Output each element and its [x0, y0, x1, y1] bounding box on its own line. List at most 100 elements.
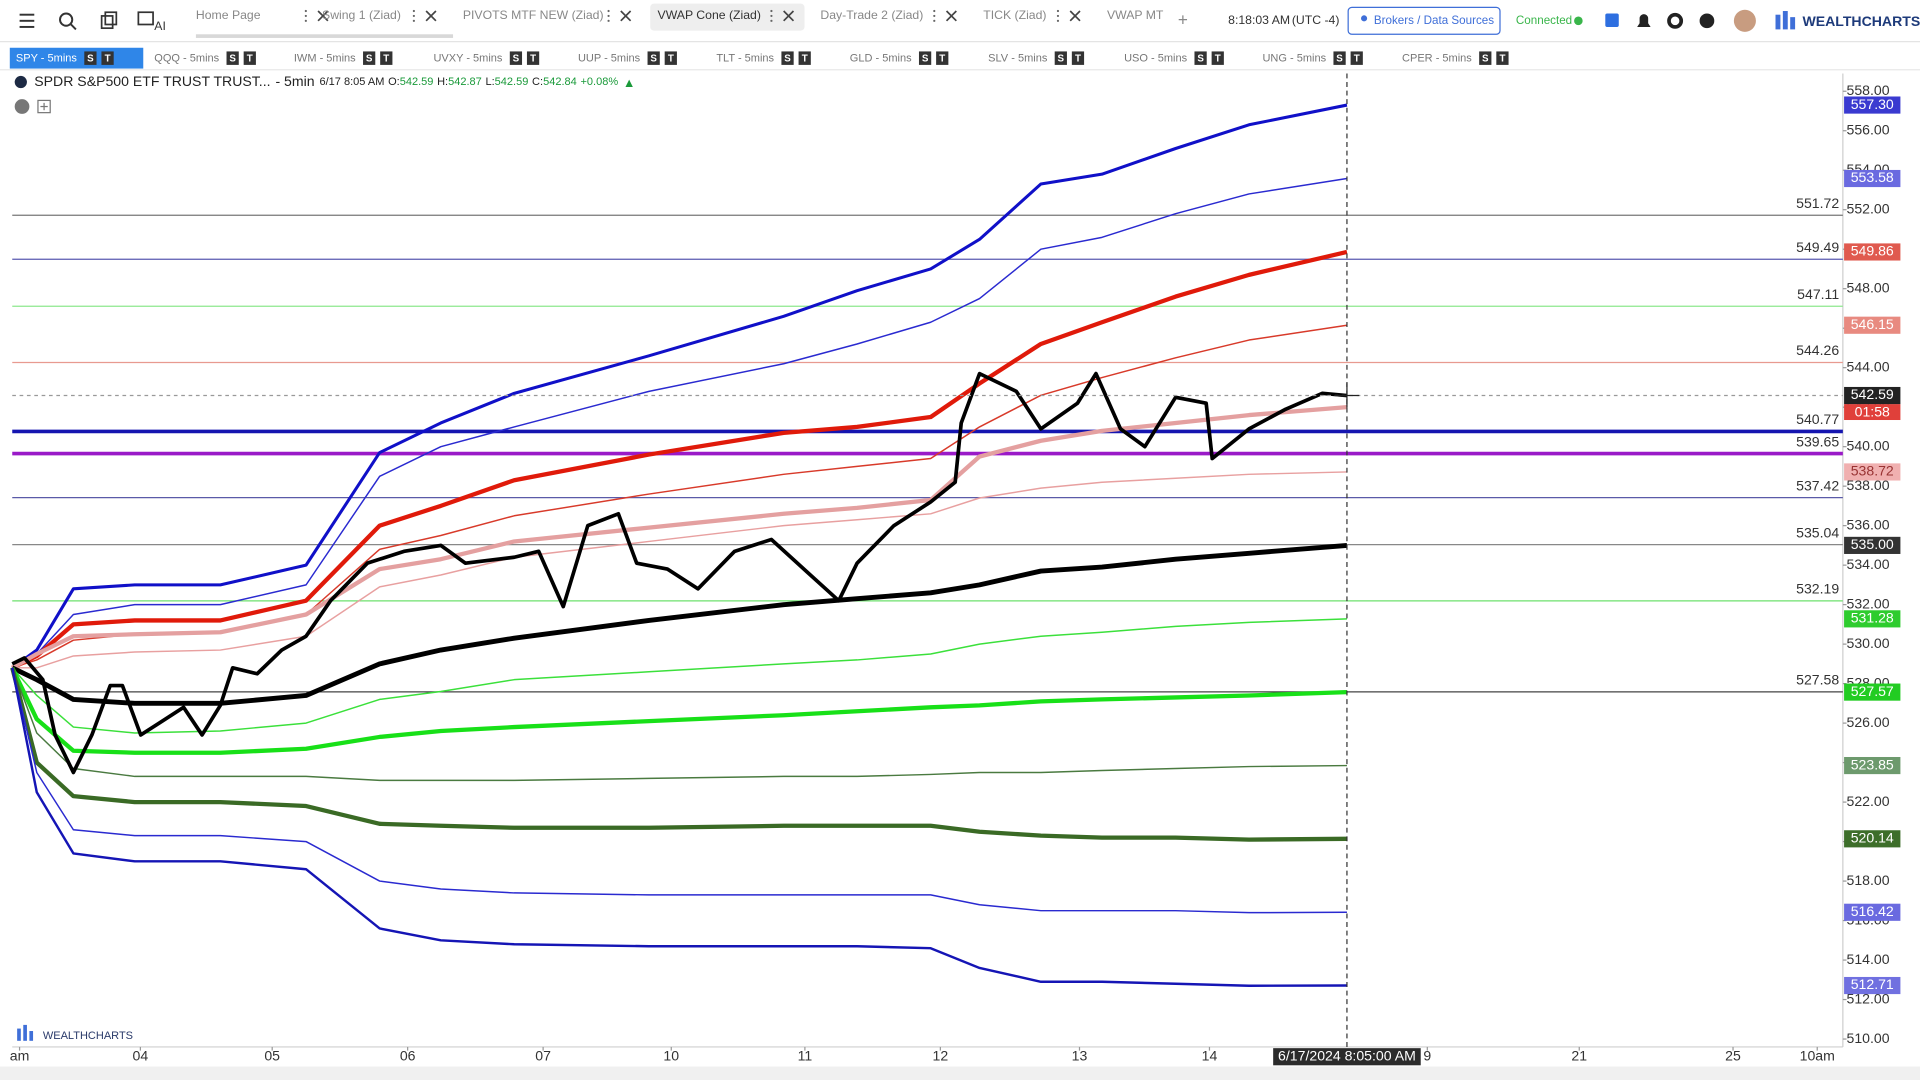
tab-menu-dot[interactable]: [607, 19, 610, 22]
layout-icon[interactable]: [100, 11, 118, 30]
y-tick-label: 558.00: [1847, 82, 1890, 98]
add-indicator-icon[interactable]: [37, 99, 51, 114]
symbol-tab-label[interactable]: SLV - 5mins: [988, 53, 1048, 65]
symbol-badge[interactable]: T: [1215, 53, 1221, 64]
price-badge: [1844, 903, 1901, 921]
tab-label[interactable]: VWAP MT: [1107, 8, 1164, 22]
x-tick-label: 06: [400, 1047, 416, 1063]
tab-close[interactable]: [620, 10, 632, 22]
settings-icon[interactable]: [1667, 12, 1684, 29]
tab-label[interactable]: Home Page: [196, 8, 261, 22]
symbol-badge[interactable]: T: [383, 53, 389, 64]
tab-menu-dot[interactable]: [933, 9, 936, 13]
y-tick-label: 514.00: [1847, 951, 1890, 967]
price-badge-label: 535.00: [1851, 536, 1894, 552]
symbol-badge[interactable]: S: [1197, 53, 1204, 64]
tab-close[interactable]: [425, 10, 437, 22]
symbol-tab-label[interactable]: GLD - 5mins: [850, 53, 912, 65]
symbol-badge[interactable]: T: [530, 53, 536, 64]
symbol-badge-bg: [798, 51, 811, 65]
symbol-tab-label[interactable]: TLT - 5mins: [716, 53, 774, 65]
tab-menu-dot[interactable]: [304, 14, 307, 18]
watermark: WEALTHCHARTS: [43, 1030, 133, 1042]
tab-menu-dot[interactable]: [607, 14, 610, 18]
add-tab-icon[interactable]: +: [1178, 9, 1188, 29]
symbol-badge[interactable]: T: [1354, 53, 1360, 64]
symbol-tab-label[interactable]: CPER - 5mins: [1402, 53, 1472, 65]
tab-menu-dot[interactable]: [304, 19, 307, 22]
symbol-tab-label[interactable]: UVXY - 5mins: [433, 53, 502, 65]
tab-label[interactable]: TICK (Ziad): [983, 8, 1046, 22]
tab-close[interactable]: [1069, 10, 1081, 22]
tab-close[interactable]: [945, 10, 957, 22]
x-tick-label: 12: [933, 1047, 949, 1063]
tab-menu-dot[interactable]: [933, 19, 936, 22]
symbol-badge[interactable]: S: [784, 53, 791, 64]
symbol-tab-label[interactable]: SPY - 5mins: [16, 53, 78, 65]
ai-icon[interactable]: [137, 11, 154, 26]
tab-menu-dot[interactable]: [770, 9, 773, 13]
symbol-badge[interactable]: S: [229, 53, 236, 64]
tab-close[interactable]: [783, 10, 795, 22]
symbol-badge[interactable]: S: [513, 53, 520, 64]
bell-icon[interactable]: [1637, 14, 1651, 27]
symbol-badge[interactable]: T: [1075, 53, 1081, 64]
tab-menu-dot[interactable]: [770, 14, 773, 18]
ai-label[interactable]: AI: [154, 19, 166, 33]
tab-menu-dot[interactable]: [1056, 14, 1060, 18]
tab-menu-dot[interactable]: [607, 9, 610, 13]
symbol-tab-label[interactable]: UNG - 5mins: [1262, 53, 1326, 65]
save-icon[interactable]: [1605, 13, 1619, 27]
x-tick-label: 10: [663, 1047, 679, 1063]
symbol-bar: SPY - 5mins S T QQQ - 5mins S T IWM - 5mins S T U…: [9, 47, 1509, 69]
symbol-badge[interactable]: S: [922, 53, 929, 64]
symbol-badge[interactable]: T: [1499, 53, 1505, 64]
y-tick-label: 556.00: [1847, 121, 1890, 137]
search-icon[interactable]: [59, 12, 77, 31]
x-tick-label: 05: [264, 1047, 280, 1063]
symbol-badge-bg: [1496, 51, 1509, 65]
symbol-badge[interactable]: T: [802, 53, 808, 64]
symbol-badge[interactable]: S: [1058, 53, 1065, 64]
y-tick-label: 536.00: [1847, 516, 1890, 532]
tab-menu-dot[interactable]: [933, 14, 936, 18]
symbol-badge-bg: [1194, 51, 1207, 65]
tab-menu-dot[interactable]: [412, 9, 415, 13]
symbol-badge[interactable]: T: [247, 53, 253, 64]
hide-indicators-icon[interactable]: [14, 99, 30, 114]
scrollbar[interactable]: [0, 1066, 1920, 1080]
avatar[interactable]: [1733, 9, 1756, 32]
symbol-tab-label[interactable]: IWM - 5mins: [294, 53, 356, 65]
brokers-button[interactable]: [1347, 6, 1501, 35]
help-icon[interactable]: [1699, 13, 1715, 29]
tab-menu-dot[interactable]: [304, 9, 307, 13]
symbol-tab-label[interactable]: UUP - 5mins: [578, 53, 641, 65]
price-badge-label: 520.14: [1851, 830, 1894, 846]
symbol-badge[interactable]: T: [939, 53, 945, 64]
symbol-badge[interactable]: T: [105, 53, 111, 64]
tab-close[interactable]: [317, 10, 329, 22]
x-tick-label: 10am: [1800, 1047, 1835, 1063]
tab-menu-dot[interactable]: [412, 14, 415, 18]
tab-label[interactable]: Swing 1 (Ziad): [322, 8, 401, 22]
symbol-tab-label[interactable]: USO - 5mins: [1124, 53, 1188, 65]
symbol-badge-bg: [1054, 51, 1067, 65]
tab-menu-dot[interactable]: [412, 19, 415, 22]
symbol-tab-label[interactable]: QQQ - 5mins: [154, 53, 219, 65]
symbol-badge[interactable]: S: [1336, 53, 1343, 64]
brokers-label[interactable]: Brokers / Data Sources: [1374, 14, 1494, 27]
tab-label[interactable]: VWAP Cone (Ziad): [658, 8, 761, 22]
symbol-badge[interactable]: T: [668, 53, 674, 64]
tab-menu-dot[interactable]: [1056, 19, 1060, 22]
tab-label[interactable]: PIVOTS MTF NEW (Ziad): [463, 8, 604, 22]
symbol-badge[interactable]: S: [87, 53, 94, 64]
tab-label[interactable]: Day-Trade 2 (Ziad): [820, 8, 923, 22]
symbol-badge[interactable]: S: [650, 53, 657, 64]
menu-icon[interactable]: [19, 13, 35, 28]
price-badge-label: 531.28: [1851, 610, 1894, 626]
tab-menu-dot[interactable]: [770, 19, 773, 22]
symbol-badge[interactable]: S: [366, 53, 373, 64]
symbol-badge[interactable]: S: [1482, 53, 1489, 64]
tab-menu-dot[interactable]: [1056, 9, 1060, 13]
